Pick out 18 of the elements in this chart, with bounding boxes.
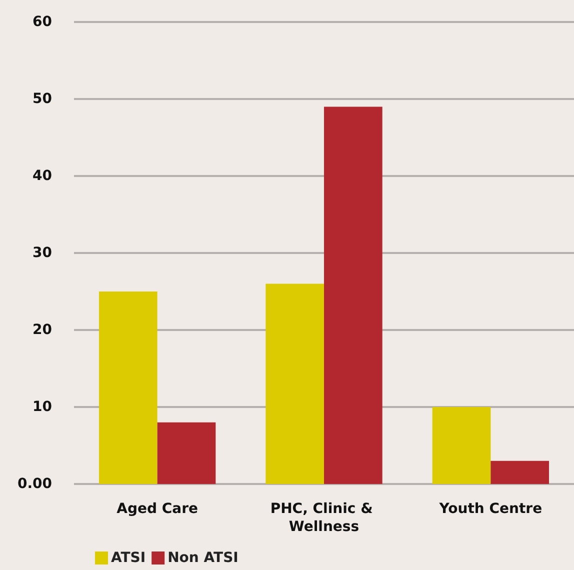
- y-tick-label: 0.00: [17, 476, 52, 492]
- x-tick-label: Aged Care: [116, 501, 198, 517]
- y-tick-label: 60: [32, 14, 52, 30]
- x-tick-label: PHC, Clinic & Wellness: [270, 501, 378, 535]
- y-tick-label: 20: [32, 322, 52, 338]
- legend-label: ATSI: [111, 550, 146, 566]
- legend-label: Non ATSI: [168, 550, 238, 566]
- y-tick-label: 30: [32, 245, 52, 261]
- bar: [157, 422, 216, 484]
- bar: [490, 460, 549, 484]
- y-tick-label: 50: [32, 91, 52, 107]
- bar: [432, 407, 491, 484]
- bar: [99, 292, 158, 484]
- bar: [266, 284, 324, 484]
- bar: [324, 106, 382, 484]
- x-tick-label: Youth Centre: [438, 501, 542, 517]
- y-tick-label: 40: [32, 168, 52, 184]
- y-tick-label: 10: [32, 399, 52, 415]
